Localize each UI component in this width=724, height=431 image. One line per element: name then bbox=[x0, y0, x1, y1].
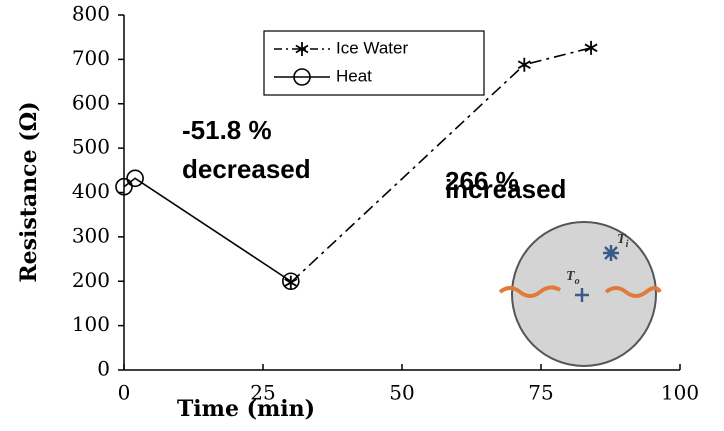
x-tick-label: 100 bbox=[661, 381, 699, 405]
legend-label: Ice Water bbox=[336, 38, 408, 57]
y-tick-label: 200 bbox=[72, 268, 110, 292]
inset-label: Ti bbox=[617, 232, 629, 250]
y-tick-label: 600 bbox=[72, 90, 110, 114]
data-point bbox=[584, 40, 598, 55]
annotation: increased bbox=[445, 174, 566, 204]
inset-label-main: T bbox=[566, 269, 576, 284]
y-tick-label: 400 bbox=[72, 179, 110, 203]
y-axis-title: Resistance (Ω) bbox=[16, 101, 42, 282]
x-tick-label: 25 bbox=[250, 381, 275, 405]
x-tick-label: 0 bbox=[118, 381, 131, 405]
legend-marker bbox=[295, 42, 309, 56]
y-tick-label: 700 bbox=[72, 46, 110, 70]
inset-wire bbox=[498, 285, 562, 298]
data-point bbox=[126, 169, 144, 188]
x-axis-title: Time (min) bbox=[177, 396, 315, 422]
inset-edge-mark bbox=[603, 245, 619, 261]
inset-label-sub: o bbox=[575, 276, 580, 287]
legend-label: Heat bbox=[336, 66, 372, 85]
inset-diagram: Ti To bbox=[498, 221, 662, 367]
series-line bbox=[123, 177, 292, 282]
inset-wire bbox=[604, 286, 662, 298]
x-tick-label: 50 bbox=[389, 381, 414, 405]
data-point bbox=[115, 177, 133, 196]
legend: Ice Water Heat bbox=[263, 30, 485, 96]
annotation: 266 % bbox=[445, 166, 519, 196]
y-tick-label: 500 bbox=[72, 135, 110, 159]
data-point bbox=[284, 275, 298, 290]
y-tick-label: 800 bbox=[72, 2, 110, 26]
annotation: decreased bbox=[182, 154, 311, 184]
x-tick-label: 75 bbox=[528, 381, 553, 405]
annotation: -51.8 % bbox=[182, 115, 272, 145]
inset-label-main: T bbox=[617, 232, 627, 247]
inset-label-sub: i bbox=[626, 239, 629, 250]
data-point bbox=[281, 272, 300, 291]
inset-center-mark bbox=[575, 288, 589, 302]
data-point bbox=[517, 57, 531, 72]
y-tick-label: 0 bbox=[97, 357, 110, 381]
legend-marker bbox=[293, 68, 311, 86]
inset-label: To bbox=[566, 269, 580, 287]
y-tick-label: 100 bbox=[72, 312, 110, 336]
y-tick-label: 300 bbox=[72, 223, 110, 247]
